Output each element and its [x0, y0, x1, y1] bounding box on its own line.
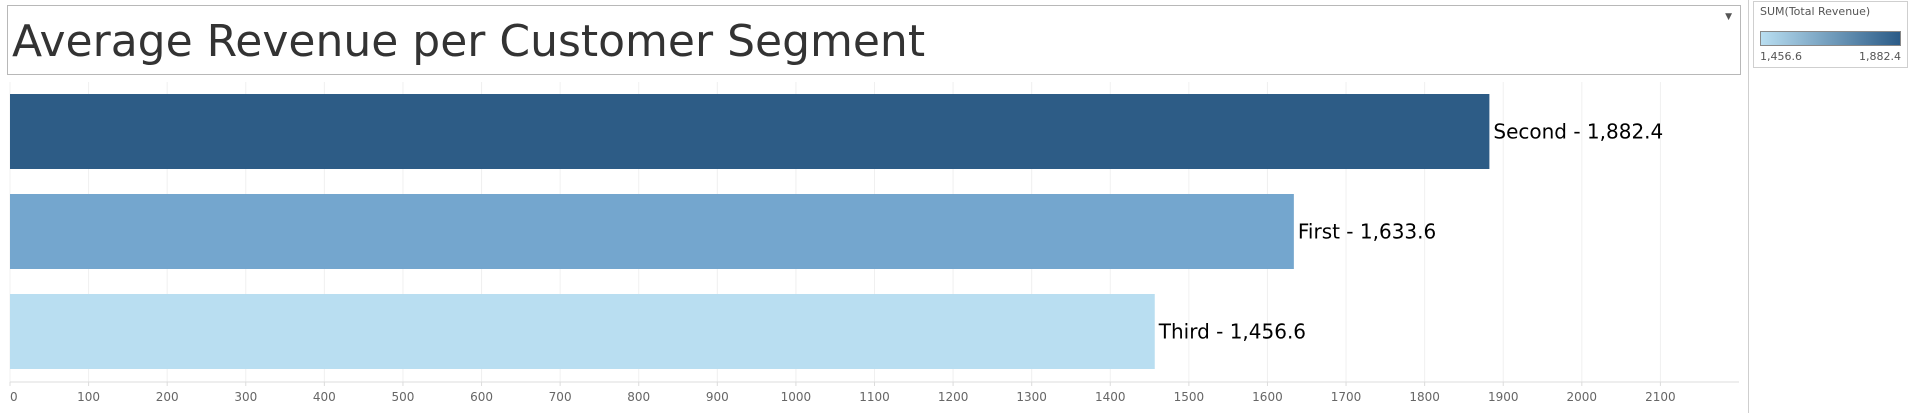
dropdown-arrow-icon[interactable]: ▼	[1725, 12, 1732, 22]
x-tick-label: 500	[392, 390, 415, 404]
bar-first	[10, 194, 1294, 269]
x-tick-label: 1000	[781, 390, 812, 404]
bar-third	[10, 294, 1155, 369]
x-tick-label: 1800	[1409, 390, 1440, 404]
x-tick-label: 0	[10, 390, 18, 404]
bar-label-first: First - 1,633.6	[1298, 220, 1436, 244]
bar-chart: Second - 1,882.4 First - 1,633.6 Third - 1…	[9, 82, 1739, 404]
color-legend: SUM(Total Revenue) 1,456.6 1,882.4	[1753, 1, 1908, 68]
pane-divider	[1748, 0, 1749, 413]
legend-min-label: 1,456.6	[1760, 50, 1802, 63]
x-tick-label: 1900	[1488, 390, 1519, 404]
x-tick-label: 1600	[1252, 390, 1283, 404]
x-tick-label: 600	[470, 390, 493, 404]
x-tick-label: 1100	[859, 390, 890, 404]
x-tick-label: 1400	[1095, 390, 1126, 404]
legend-title: SUM(Total Revenue)	[1760, 5, 1871, 18]
bar-label-third: Third - 1,456.6	[1158, 320, 1306, 344]
x-tick-label: 2100	[1645, 390, 1676, 404]
title-box: Average Revenue per Customer Segment ▼	[7, 5, 1741, 75]
x-tick-label: 900	[706, 390, 729, 404]
x-tick-label: 700	[549, 390, 572, 404]
x-tick-label: 2000	[1567, 390, 1598, 404]
x-tick-label: 800	[627, 390, 650, 404]
x-tick-label: 100	[77, 390, 100, 404]
x-tick-label: 1300	[1016, 390, 1047, 404]
x-tick-label: 400	[313, 390, 336, 404]
x-tick-label: 1500	[1174, 390, 1205, 404]
bar-second	[10, 94, 1490, 169]
x-tick-label: 1200	[938, 390, 969, 404]
x-tick-label: 300	[234, 390, 257, 404]
legend-color-ramp	[1760, 31, 1901, 46]
chart-title: Average Revenue per Customer Segment	[12, 16, 926, 67]
bar-label-second: Second - 1,882.4	[1493, 120, 1663, 144]
x-tick-label: 200	[156, 390, 179, 404]
legend-max-label: 1,882.4	[1859, 50, 1901, 63]
x-tick-label: 1700	[1331, 390, 1362, 404]
